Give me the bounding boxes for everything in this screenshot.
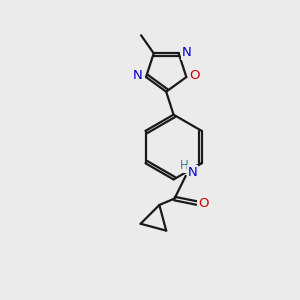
Text: N: N [188,166,198,178]
Text: N: N [182,46,192,59]
Text: N: N [133,69,143,82]
Text: O: O [198,197,208,210]
Text: O: O [189,69,200,82]
Text: H: H [180,159,188,172]
